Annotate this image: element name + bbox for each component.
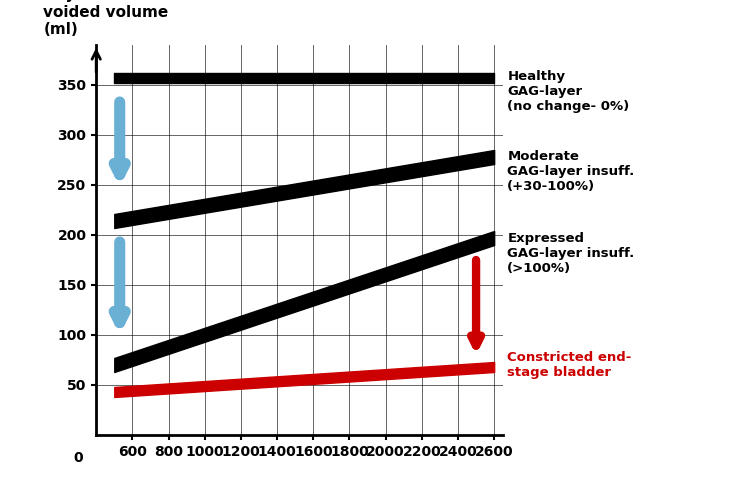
Text: Moderate
GAG-layer insuff.
(+30-100%): Moderate GAG-layer insuff. (+30-100%) bbox=[508, 150, 634, 194]
Text: Daytime mean
voided volume
(ml): Daytime mean voided volume (ml) bbox=[43, 0, 169, 37]
Text: 0: 0 bbox=[73, 450, 83, 464]
Text: Expressed
GAG-layer insuff.
(>100%): Expressed GAG-layer insuff. (>100%) bbox=[508, 232, 634, 275]
Text: Healthy
GAG-layer
(no change- 0%): Healthy GAG-layer (no change- 0%) bbox=[508, 70, 630, 114]
Text: Constricted end-
stage bladder: Constricted end- stage bladder bbox=[508, 351, 632, 379]
